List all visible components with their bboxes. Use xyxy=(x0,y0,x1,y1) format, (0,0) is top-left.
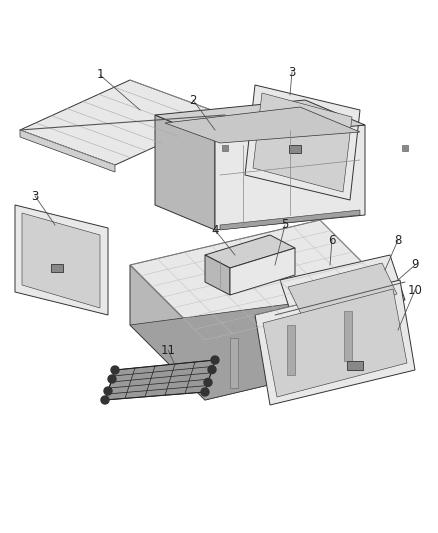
Polygon shape xyxy=(289,145,301,153)
Polygon shape xyxy=(253,93,352,192)
Polygon shape xyxy=(230,248,295,295)
Text: 8: 8 xyxy=(394,233,402,246)
Text: 1: 1 xyxy=(96,69,104,82)
Circle shape xyxy=(101,396,109,404)
Polygon shape xyxy=(165,107,360,143)
Polygon shape xyxy=(255,280,415,405)
Text: 10: 10 xyxy=(408,284,422,296)
Polygon shape xyxy=(22,213,100,308)
Polygon shape xyxy=(15,205,108,315)
Text: 3: 3 xyxy=(31,190,39,203)
Polygon shape xyxy=(20,130,115,172)
Text: 4: 4 xyxy=(211,223,219,237)
Text: 11: 11 xyxy=(160,343,176,357)
Text: 5: 5 xyxy=(281,219,289,231)
Polygon shape xyxy=(105,360,215,400)
Circle shape xyxy=(211,356,219,364)
Polygon shape xyxy=(20,80,225,165)
Polygon shape xyxy=(288,263,397,318)
Text: 3: 3 xyxy=(288,66,296,78)
Polygon shape xyxy=(205,235,295,268)
Polygon shape xyxy=(222,145,228,151)
Circle shape xyxy=(104,387,112,395)
Polygon shape xyxy=(130,300,395,400)
Polygon shape xyxy=(155,115,215,230)
Polygon shape xyxy=(215,125,365,230)
Polygon shape xyxy=(280,255,405,325)
Polygon shape xyxy=(205,295,395,400)
Polygon shape xyxy=(286,325,294,375)
Polygon shape xyxy=(130,220,395,340)
Polygon shape xyxy=(230,338,237,388)
Polygon shape xyxy=(245,85,360,200)
Circle shape xyxy=(111,366,119,374)
Circle shape xyxy=(204,378,212,386)
Circle shape xyxy=(108,375,116,383)
Text: 6: 6 xyxy=(328,233,336,246)
Circle shape xyxy=(201,388,209,396)
Text: 2: 2 xyxy=(189,93,197,107)
Polygon shape xyxy=(347,361,363,370)
Polygon shape xyxy=(155,100,365,140)
Text: 9: 9 xyxy=(411,259,419,271)
Polygon shape xyxy=(205,255,230,295)
Polygon shape xyxy=(402,145,408,151)
Polygon shape xyxy=(220,210,360,230)
Polygon shape xyxy=(51,264,63,272)
Polygon shape xyxy=(343,311,352,361)
Circle shape xyxy=(208,366,216,374)
Polygon shape xyxy=(263,289,407,397)
Polygon shape xyxy=(130,265,205,400)
